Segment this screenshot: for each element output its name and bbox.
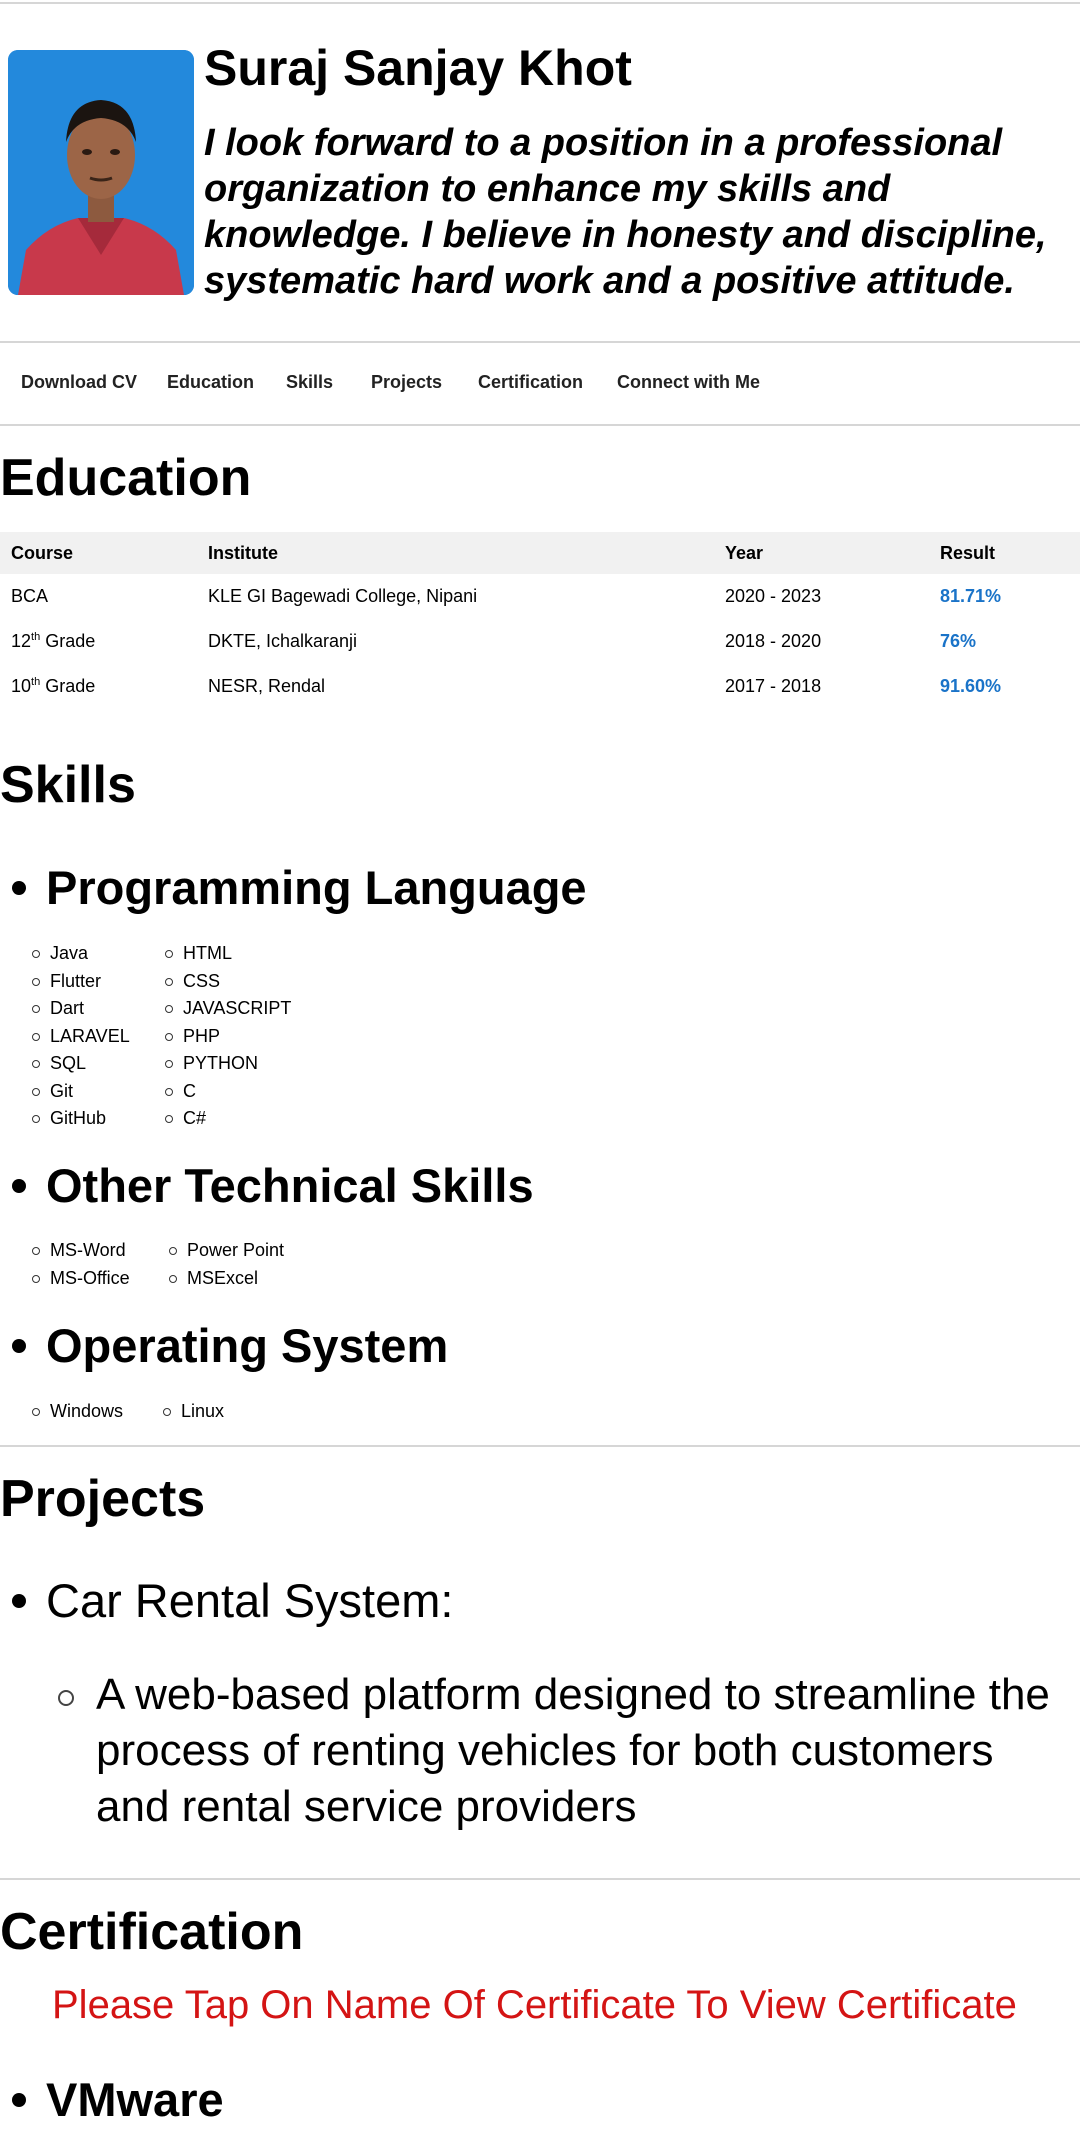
nav-skills[interactable]: Skills bbox=[286, 372, 334, 392]
project-description: A web-based platform designed to streaml… bbox=[96, 1670, 1050, 1831]
course-name: BCA bbox=[11, 586, 49, 606]
institute-cell: NESR, Rendal bbox=[208, 676, 326, 696]
project-item: Car Rental System: bbox=[0, 1573, 453, 1629]
table-row: BCA KLE GI Bagewadi College, Nipani 2020… bbox=[0, 574, 1080, 619]
certificate-item[interactable]: VMware bbox=[0, 2072, 224, 2128]
result-cell: 76% bbox=[940, 631, 977, 651]
portrait-image bbox=[8, 50, 194, 295]
list-item: Java bbox=[32, 940, 130, 968]
institute-cell: KLE GI Bagewadi College, Nipani bbox=[208, 586, 478, 606]
list-item: C# bbox=[165, 1105, 291, 1133]
nav-divider bbox=[0, 424, 1080, 426]
nav-bar: Download CV Education Skills Projects Ce… bbox=[0, 344, 1080, 424]
skill-category-os: Operating System bbox=[0, 1318, 448, 1374]
skill-category-programming: Programming Language bbox=[0, 860, 587, 916]
column-header-institute: Institute bbox=[197, 532, 714, 574]
list-item: Git bbox=[32, 1078, 130, 1106]
bullet-icon bbox=[12, 1593, 26, 1608]
programming-list-col2: HTML CSS JAVASCRIPT PHP PYTHON C C# bbox=[165, 940, 291, 1133]
category-label: Operating System bbox=[46, 1319, 449, 1372]
sub-bullet-icon bbox=[58, 1690, 74, 1706]
list-item: MS-Office bbox=[32, 1265, 130, 1293]
table-row: 10th Grade NESR, Rendal 2017 - 2018 91.6… bbox=[0, 664, 1080, 709]
result-cell: 91.60% bbox=[940, 676, 1002, 696]
list-item: Linux bbox=[163, 1398, 224, 1426]
list-item: GitHub bbox=[32, 1105, 130, 1133]
list-item: LARAVEL bbox=[32, 1023, 130, 1051]
list-item: SQL bbox=[32, 1050, 130, 1078]
other-list-col2: Power Point MSExcel bbox=[169, 1237, 284, 1292]
list-item: Flutter bbox=[32, 968, 130, 996]
programming-list-col1: Java Flutter Dart LARAVEL SQL Git GitHub bbox=[32, 940, 130, 1133]
nav-download-cv[interactable]: Download CV bbox=[21, 372, 137, 392]
education-table: Course Institute Year Result BCA KLE GI … bbox=[0, 532, 1080, 709]
profile-tagline: I look forward to a position in a profes… bbox=[204, 122, 1047, 302]
column-header-year: Year bbox=[714, 532, 929, 574]
course-ordinal: th bbox=[31, 631, 41, 643]
course-cell: 10th Grade bbox=[0, 664, 197, 709]
year-cell: 2018 - 2020 bbox=[725, 631, 822, 651]
list-item: Power Point bbox=[169, 1237, 284, 1265]
projects-divider bbox=[0, 1878, 1080, 1880]
nav-connect[interactable]: Connect with Me bbox=[617, 372, 760, 392]
list-item: CSS bbox=[165, 968, 291, 996]
top-divider bbox=[0, 2, 1080, 4]
institute-cell: DKTE, Ichalkaranji bbox=[208, 631, 358, 651]
course-ordinal: th bbox=[31, 676, 41, 688]
result-cell: 81.71% bbox=[940, 586, 1002, 606]
os-list-col2: Linux bbox=[163, 1398, 224, 1426]
year-cell: 2020 - 2023 bbox=[725, 586, 822, 606]
list-item: Windows bbox=[32, 1398, 123, 1426]
category-label: Other Technical Skills bbox=[46, 1159, 534, 1212]
list-item: C bbox=[165, 1078, 291, 1106]
nav-projects[interactable]: Projects bbox=[371, 372, 443, 392]
course-cell: 12th Grade bbox=[0, 619, 197, 664]
list-item: Dart bbox=[32, 995, 130, 1023]
course-name: 10 bbox=[11, 676, 32, 696]
bullet-icon bbox=[12, 1338, 26, 1353]
os-list-col1: Windows bbox=[32, 1398, 123, 1426]
table-row: 12th Grade DKTE, Ichalkaranji 2018 - 202… bbox=[0, 619, 1080, 664]
course-name: 12 bbox=[11, 631, 32, 651]
column-header-result: Result bbox=[929, 532, 1080, 574]
certificate-hint: Please Tap On Name Of Certificate To Vie… bbox=[52, 1983, 1017, 2027]
list-item: HTML bbox=[165, 940, 291, 968]
skills-heading: Skills bbox=[0, 756, 136, 814]
skill-category-other: Other Technical Skills bbox=[0, 1158, 534, 1214]
list-item: MS-Word bbox=[32, 1237, 130, 1265]
bullet-icon bbox=[12, 1178, 26, 1193]
certificate-name-link[interactable]: VMware bbox=[46, 2073, 224, 2126]
certification-heading: Certification bbox=[0, 1903, 304, 1961]
course-suffix: Grade bbox=[40, 676, 96, 696]
bullet-icon bbox=[12, 2092, 26, 2107]
education-heading: Education bbox=[0, 449, 252, 507]
skills-divider bbox=[0, 1445, 1080, 1447]
project-name: Car Rental System: bbox=[46, 1574, 454, 1627]
list-item: MSExcel bbox=[169, 1265, 284, 1293]
nav-education[interactable]: Education bbox=[167, 372, 255, 392]
list-item: PYTHON bbox=[165, 1050, 291, 1078]
profile-photo bbox=[8, 50, 194, 295]
list-item: PHP bbox=[165, 1023, 291, 1051]
other-list-col1: MS-Word MS-Office bbox=[32, 1237, 130, 1292]
bullet-icon bbox=[12, 880, 26, 895]
course-cell: BCA bbox=[0, 574, 197, 619]
year-cell: 2017 - 2018 bbox=[725, 676, 822, 696]
column-header-course: Course bbox=[0, 532, 197, 574]
header-divider bbox=[0, 341, 1080, 343]
list-item: JAVASCRIPT bbox=[165, 995, 291, 1023]
course-suffix: Grade bbox=[40, 631, 96, 651]
projects-heading: Projects bbox=[0, 1470, 206, 1528]
profile-name: Suraj Sanjay Khot bbox=[204, 40, 632, 96]
nav-certification[interactable]: Certification bbox=[478, 372, 584, 392]
category-label: Programming Language bbox=[46, 861, 587, 914]
table-header-row: Course Institute Year Result bbox=[0, 532, 1080, 574]
